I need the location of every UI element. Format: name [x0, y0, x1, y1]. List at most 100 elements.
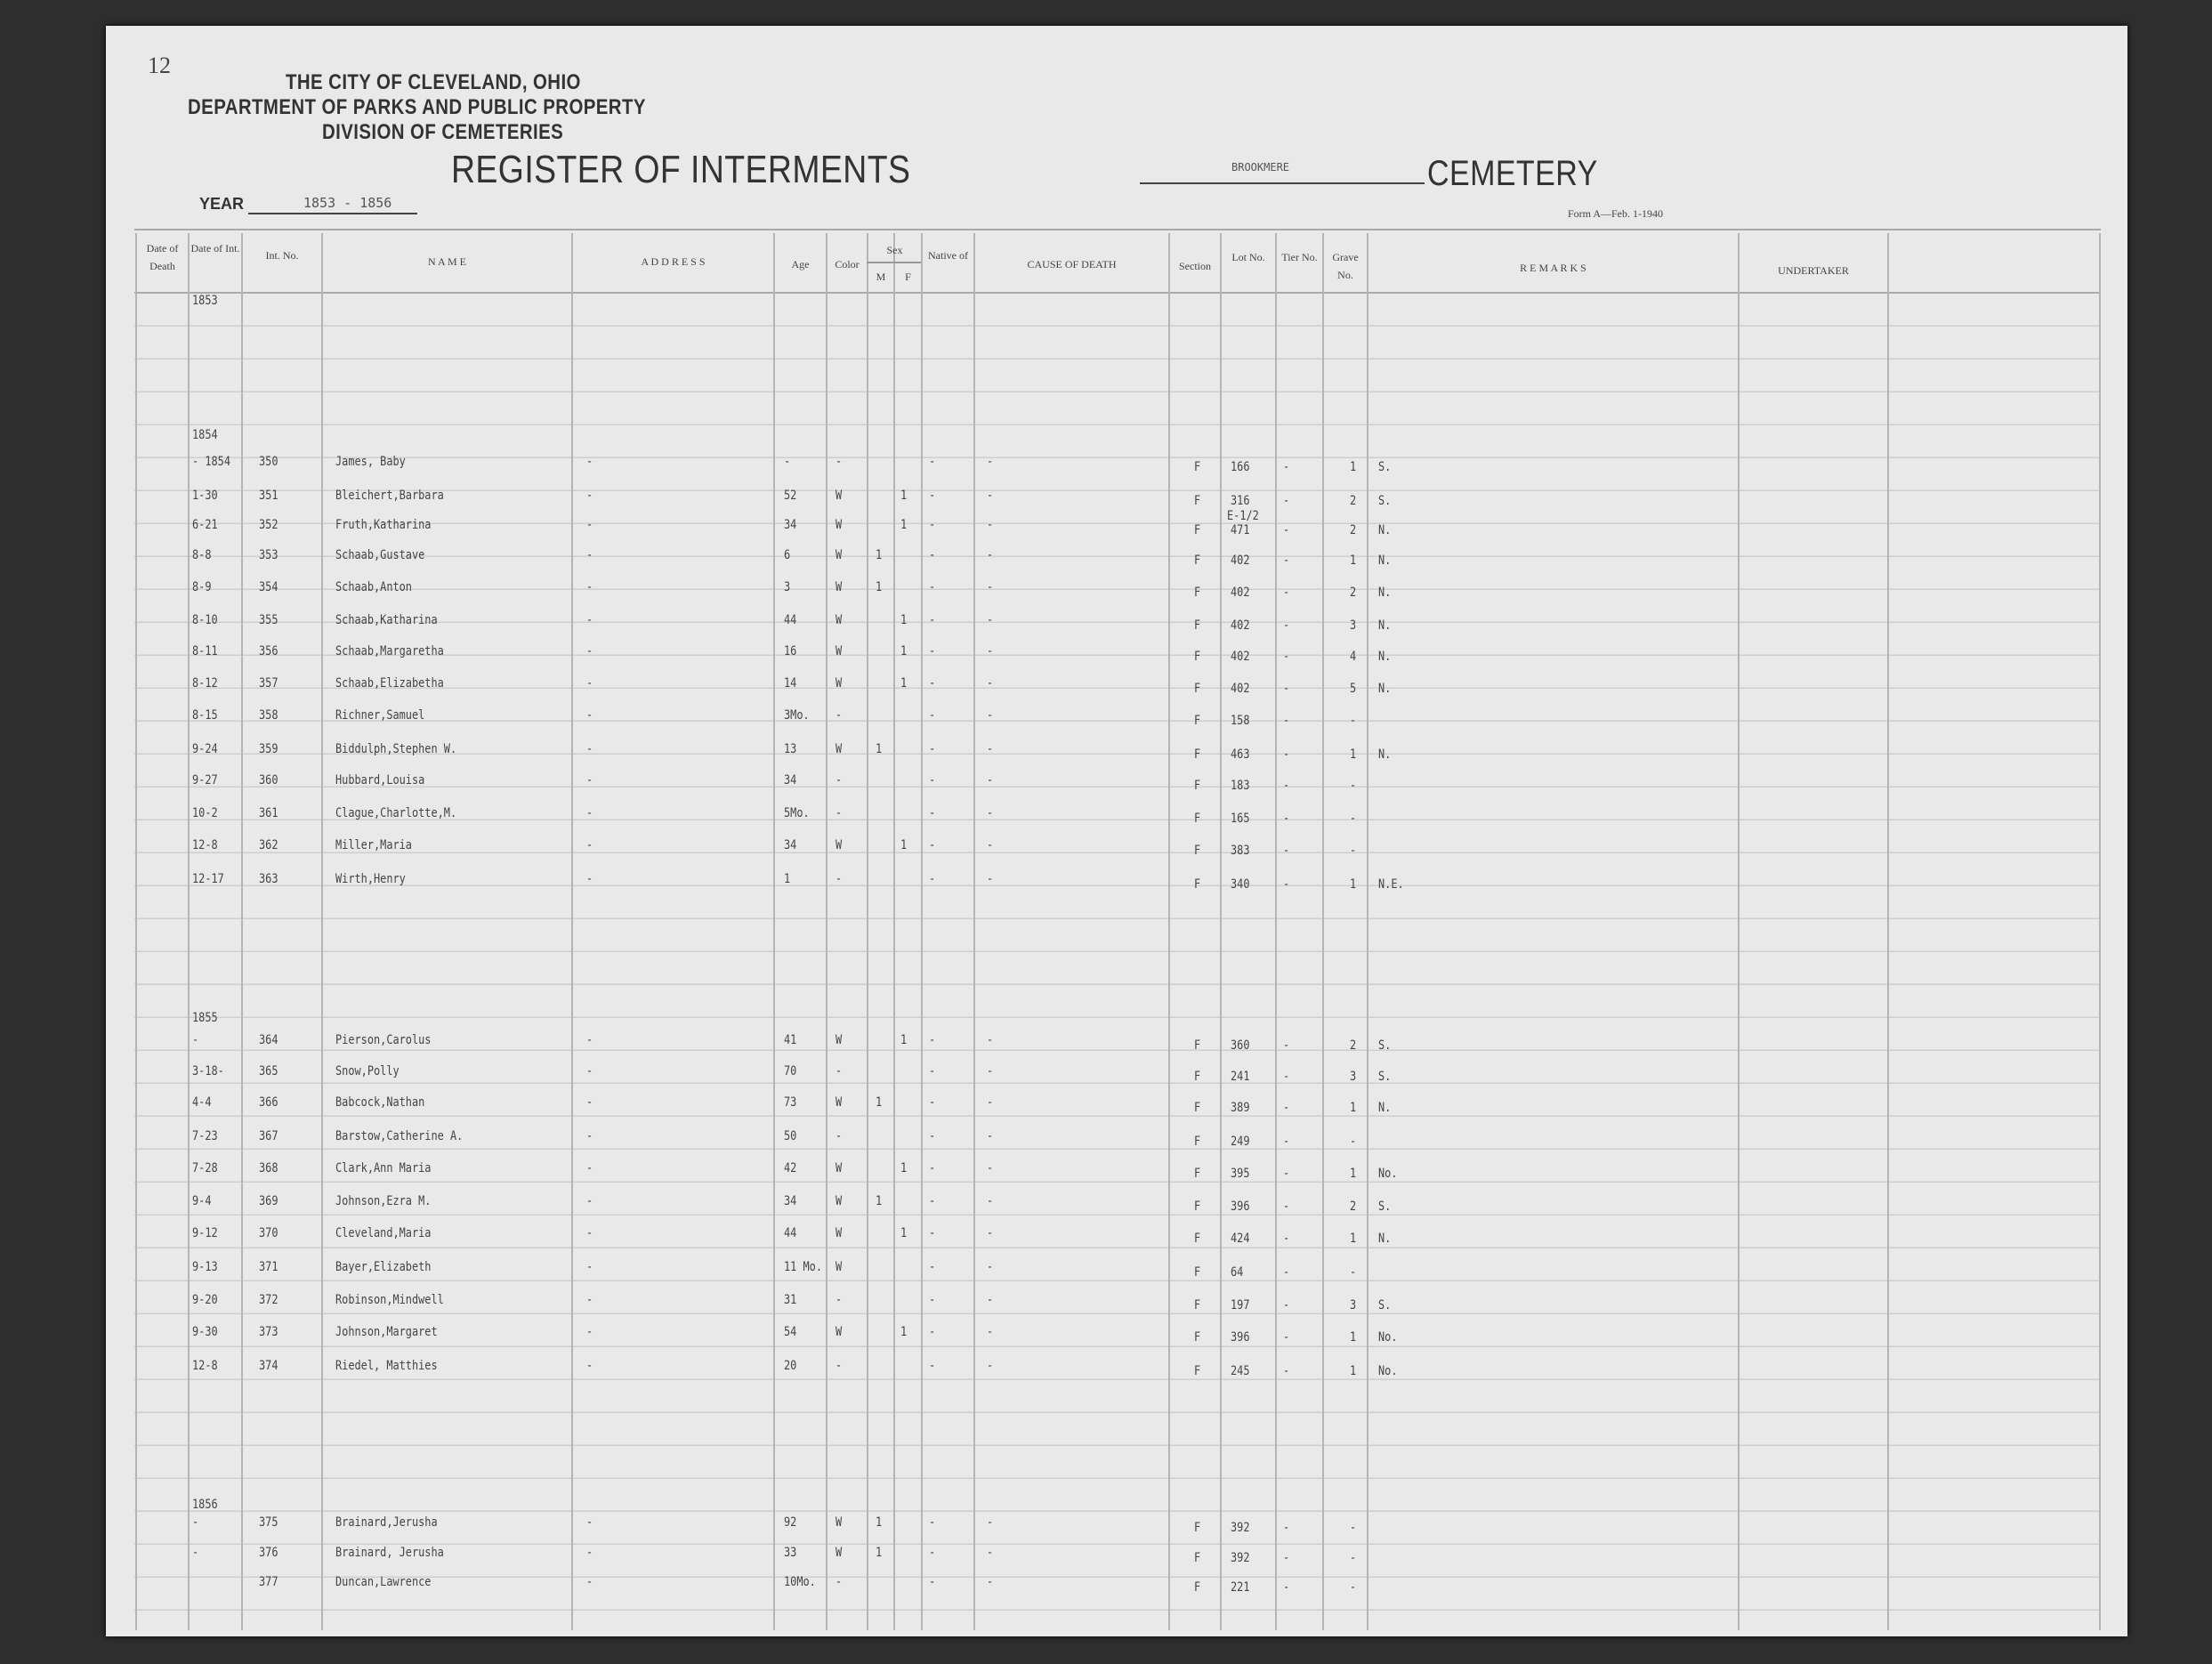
date-of-int-cell: 12-17: [192, 872, 224, 886]
native-of-cell: -: [929, 518, 936, 532]
address-cell: -: [586, 1226, 593, 1240]
lot-no-cell: 158: [1231, 714, 1250, 728]
sex-m-cell: 1: [876, 580, 883, 594]
date-of-int-cell: - 1854: [192, 455, 230, 469]
year-label: YEAR: [199, 195, 245, 213]
grave-no-cell: 2: [1350, 494, 1357, 508]
section-cell: F: [1194, 747, 1201, 762]
address-cell: -: [586, 1129, 593, 1143]
lot-no-cell: 165: [1231, 812, 1250, 826]
color-cell: -: [836, 1064, 843, 1078]
date-of-int-cell: 7-23: [192, 1129, 218, 1143]
int-no-cell: 355: [259, 613, 279, 627]
tier-no-cell: -: [1283, 1580, 1290, 1595]
age-cell: 31: [784, 1293, 797, 1307]
sex-m-cell: 1: [876, 1515, 883, 1530]
color-cell: W: [836, 1226, 843, 1240]
age-cell: 44: [784, 1226, 797, 1240]
sex-f-cell: 1: [900, 1226, 908, 1240]
tier-no-cell: -: [1283, 618, 1290, 633]
section-cell: F: [1194, 553, 1201, 568]
native-of-cell: -: [929, 489, 936, 503]
sex-f-cell: 1: [900, 644, 908, 658]
int-no-cell: 361: [259, 806, 279, 820]
grave-no-cell: 1: [1350, 460, 1357, 474]
native-of-cell: -: [929, 1359, 936, 1373]
color-cell: W: [836, 1095, 843, 1110]
cause-of-death-cell: -: [987, 489, 994, 503]
lot-no-cell: 392: [1231, 1551, 1250, 1565]
tier-no-cell: -: [1283, 1330, 1290, 1345]
int-no-cell: 368: [259, 1161, 279, 1175]
remarks-cell: S.: [1378, 1038, 1392, 1053]
name-cell: Schaab,Gustave: [335, 548, 425, 562]
name-cell: Clague,Charlotte,M.: [335, 806, 457, 820]
grave-no-cell: 1: [1350, 877, 1357, 892]
color-cell: W: [836, 644, 843, 658]
int-no-cell: 363: [259, 872, 279, 886]
native-of-cell: -: [929, 1064, 936, 1078]
address-cell: -: [586, 742, 593, 756]
section-cell: F: [1194, 460, 1201, 474]
address-cell: -: [586, 1546, 593, 1560]
date-of-int-cell: 3-18-: [192, 1064, 224, 1078]
column-divider: [826, 233, 827, 1630]
section-cell: F: [1194, 523, 1201, 537]
int-no-cell: 357: [259, 676, 279, 691]
name-cell: Robinson,Mindwell: [335, 1293, 444, 1307]
int-no-cell: 375: [259, 1515, 279, 1530]
int-no-cell: 364: [259, 1033, 279, 1047]
age-cell: 5Mo.: [784, 806, 810, 820]
lot-no-cell: 221: [1231, 1580, 1250, 1595]
color-cell: W: [836, 1194, 843, 1208]
name-cell: Schaab,Anton: [335, 580, 412, 594]
native-of-cell: -: [929, 1293, 936, 1307]
age-cell: 1: [784, 872, 791, 886]
date-of-int-cell: 10-2: [192, 806, 218, 820]
date-of-int-cell: 8-8: [192, 548, 212, 562]
column-divider: [1322, 233, 1324, 1630]
age-cell: 13: [784, 742, 797, 756]
remarks-cell: N.E.: [1378, 877, 1404, 892]
age-cell: 10Mo.: [784, 1575, 816, 1589]
column-divider: [188, 233, 190, 1630]
int-no-cell: 376: [259, 1546, 279, 1560]
division-heading: DIVISION OF CEMETERIES: [322, 120, 564, 144]
date-of-int-cell: 8-12: [192, 676, 218, 691]
address-cell: -: [586, 1325, 593, 1339]
section-cell: F: [1194, 494, 1201, 508]
int-no-cell: 367: [259, 1129, 279, 1143]
cause-of-death-cell: -: [987, 1293, 994, 1307]
grave-no-cell: 3: [1350, 618, 1357, 633]
page-number: 12: [148, 53, 171, 78]
address-cell: -: [586, 872, 593, 886]
sex-divider: [867, 262, 921, 263]
register-title: REGISTER OF INTERMENTS: [451, 148, 911, 191]
grave-no-cell: 3: [1350, 1070, 1357, 1084]
grave-no-cell: 1: [1350, 747, 1357, 762]
section-cell: F: [1194, 1521, 1201, 1535]
color-cell: W: [836, 1515, 843, 1530]
address-cell: -: [586, 518, 593, 532]
grave-no-cell: -: [1350, 1135, 1357, 1149]
native-of-cell: -: [929, 838, 936, 852]
cause-of-death-cell: -: [987, 548, 994, 562]
address-cell: -: [586, 548, 593, 562]
color-cell: W: [836, 742, 843, 756]
section-cell: F: [1194, 779, 1201, 793]
int-no-cell: 374: [259, 1359, 279, 1373]
section-cell: F: [1194, 1330, 1201, 1345]
remarks-cell: S.: [1378, 494, 1392, 508]
lot-no-cell: 396: [1231, 1330, 1250, 1345]
sex-f-cell: 1: [900, 1033, 908, 1047]
int-no-cell: 365: [259, 1064, 279, 1078]
address-cell: -: [586, 1064, 593, 1078]
col-section: Section: [1179, 260, 1211, 272]
section-cell: F: [1194, 1101, 1201, 1115]
native-of-cell: -: [929, 676, 936, 691]
address-cell: -: [586, 806, 593, 820]
int-no-cell: 370: [259, 1226, 279, 1240]
address-cell: -: [586, 1359, 593, 1373]
date-of-int-cell: 8-11: [192, 644, 218, 658]
col-address: A D D R E S S: [641, 255, 706, 268]
